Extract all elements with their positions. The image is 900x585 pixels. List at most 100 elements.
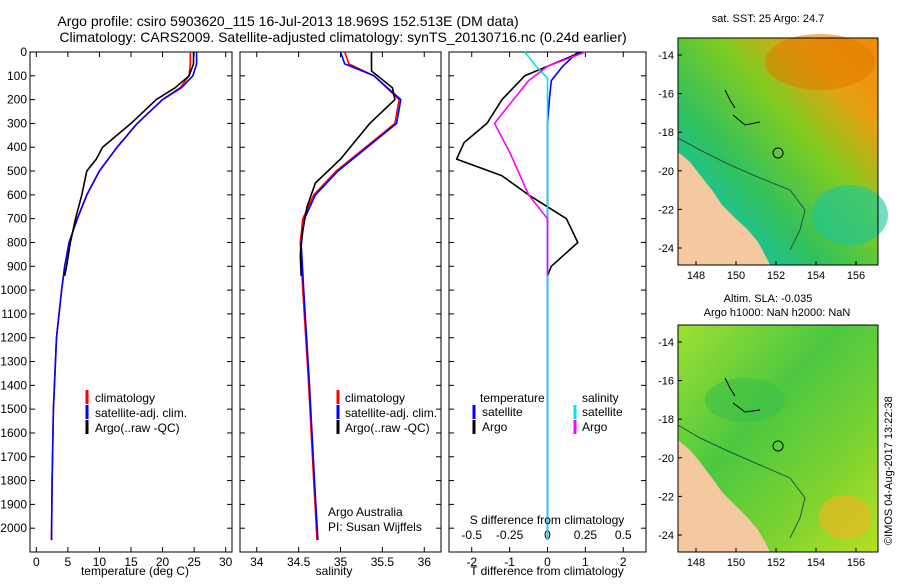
depth-tick-label: 800 — [7, 235, 27, 249]
x-tick-label: 20 — [156, 555, 170, 569]
temp-legend: climatology satellite-adj. clim. Argo(..… — [85, 390, 187, 435]
map-y-tick-label: -22 — [658, 491, 674, 503]
depth-tick-label: 0 — [20, 45, 27, 59]
series-climatology — [50, 52, 192, 541]
depth-tick-label: 1300 — [0, 355, 27, 369]
x-tick-label: -2 — [466, 555, 477, 569]
map-x-tick-label: 150 — [727, 557, 745, 569]
sst-map — [677, 34, 888, 266]
map-x-tick-label: 152 — [767, 270, 785, 282]
map-x-tick-label: 152 — [767, 557, 785, 569]
sla-map — [677, 324, 879, 553]
map-y-tick-label: -24 — [658, 243, 674, 255]
depth-tick-label: 1800 — [0, 474, 27, 488]
series-s-argo — [493, 51, 586, 276]
map-x-tick-label: 154 — [807, 270, 825, 282]
sla-reefs — [724, 377, 784, 452]
legend-satellite-label: satellite-adj. clim. — [345, 406, 437, 420]
legend-s-satellite-label: satellite — [582, 405, 623, 419]
map-x-tick-label: 148 — [687, 557, 705, 569]
x-tick-label: 1 — [582, 555, 589, 569]
depth-tick-label: 400 — [7, 140, 27, 154]
sla-map-frame — [677, 324, 879, 553]
sst-reefs — [724, 89, 784, 159]
x2-tick-label: 0.5 — [615, 528, 632, 542]
depth-tick-label: 900 — [7, 259, 27, 273]
legend-climatology-label: climatology — [95, 391, 155, 405]
imos-timestamp: ©IMOS 04-Aug-2017 13:22:38 — [883, 396, 895, 545]
sst-warm-patch — [765, 34, 875, 90]
map-y-tick-label: -20 — [658, 453, 674, 465]
sla-map-ticks: 148 150 152 154 156 -14 -16 -18 -20 -22 -24 — [658, 337, 865, 569]
legend-s-argo-label: Argo — [582, 420, 608, 434]
legend-t-argo-label: Argo — [482, 420, 508, 434]
depth-tick-label: 600 — [7, 188, 27, 202]
map-y-tick-label: -24 — [658, 530, 674, 542]
depth-tick-label: 500 — [7, 164, 27, 178]
title-line-1: Argo profile: csiro 5903620_115 16-Jul-2… — [57, 13, 518, 29]
depth-tick-label: 200 — [7, 93, 27, 107]
x-tick-label: 10 — [93, 555, 107, 569]
salinity-profile-panel: 34 34.5 35 35.5 36 — [239, 51, 442, 569]
sla-map-title-2: Argo h1000: NaN h2000: NaN — [704, 307, 851, 319]
x-tick-label: 25 — [187, 555, 201, 569]
x2-tick-label: 0.25 — [574, 528, 598, 542]
map-y-tick-label: -22 — [658, 204, 674, 216]
diff-legend: temperature satellite Argo salinity sate… — [472, 391, 623, 434]
sla-low-patch — [705, 378, 785, 422]
x-tick-label: 36 — [418, 555, 432, 569]
map-y-tick-label: -16 — [658, 376, 674, 388]
sal-xlabel: salinity — [316, 564, 353, 578]
map-x-tick-label: 148 — [687, 270, 705, 282]
x-tick-label: 34 — [250, 555, 264, 569]
sst-map-title: sat. SST: 25 Argo: 24.7 — [712, 13, 825, 25]
series-s-satellite — [524, 51, 549, 541]
axes-frame — [239, 51, 442, 553]
legend-argo-label: Argo(..raw -QC) — [345, 421, 430, 435]
map-x-tick-label: 156 — [847, 270, 865, 282]
x2-tick-label: -0.25 — [496, 528, 524, 542]
legend-temperature-title: temperature — [480, 391, 545, 405]
map-y-tick-label: -20 — [658, 166, 674, 178]
map-y-tick-label: -14 — [658, 337, 674, 349]
sst-land-australia — [678, 152, 770, 265]
sst-map-ticks: 148 150 152 154 156 -14 -16 -18 -20 -22 -24 — [658, 50, 865, 282]
map-y-tick-label: -14 — [658, 50, 674, 62]
map-x-tick-label: 150 — [727, 270, 745, 282]
x-tick-label: 34.5 — [287, 555, 311, 569]
argo-annotation-1: Argo Australia — [328, 505, 403, 519]
x-tick-label: 0 — [544, 555, 551, 569]
series-satellite-adj-clim- — [300, 51, 402, 541]
sst-cool-patch — [812, 185, 888, 245]
series-satellite-adj-clim- — [50, 52, 198, 541]
x-tick-label: 35 — [334, 555, 348, 569]
depth-tick-label: 1700 — [0, 450, 27, 464]
depth-tick-label: 1900 — [0, 497, 27, 511]
depth-tick-label: 1500 — [0, 402, 27, 416]
map-x-tick-label: 154 — [807, 557, 825, 569]
x-tick-label: -1 — [504, 555, 515, 569]
sla-bathymetry-contour — [677, 424, 806, 539]
x-tick-label: 30 — [219, 555, 233, 569]
series-argo-raw-qc- — [299, 52, 396, 276]
map-y-tick-label: -18 — [658, 127, 674, 139]
argo-annotation-2: PI: Susan Wijffels — [328, 520, 422, 534]
x2-tick-label: -0.5 — [461, 528, 482, 542]
map-y-tick-label: -16 — [658, 89, 674, 101]
series-t-argo — [455, 51, 582, 277]
sst-bathymetry-contour — [677, 137, 806, 251]
sal-legend: climatology satellite-adj. clim. Argo(..… — [336, 390, 437, 435]
depth-tick-label: 1200 — [0, 331, 27, 345]
depth-tick-label: 100 — [7, 69, 27, 83]
temp-xlabel: temperature (deg C) — [81, 564, 189, 578]
series-t-satellite — [546, 51, 579, 541]
map-x-tick-label: 156 — [847, 557, 865, 569]
sla-land-australia — [678, 440, 770, 552]
depth-tick-label: 1400 — [0, 378, 27, 392]
depth-tick-label: 1100 — [1, 307, 27, 321]
x-tick-label: 35.5 — [371, 555, 395, 569]
legend-satellite-label: satellite-adj. clim. — [95, 406, 187, 420]
depth-tick-label: 2000 — [0, 521, 27, 535]
depth-tick-label: 1000 — [0, 283, 27, 297]
